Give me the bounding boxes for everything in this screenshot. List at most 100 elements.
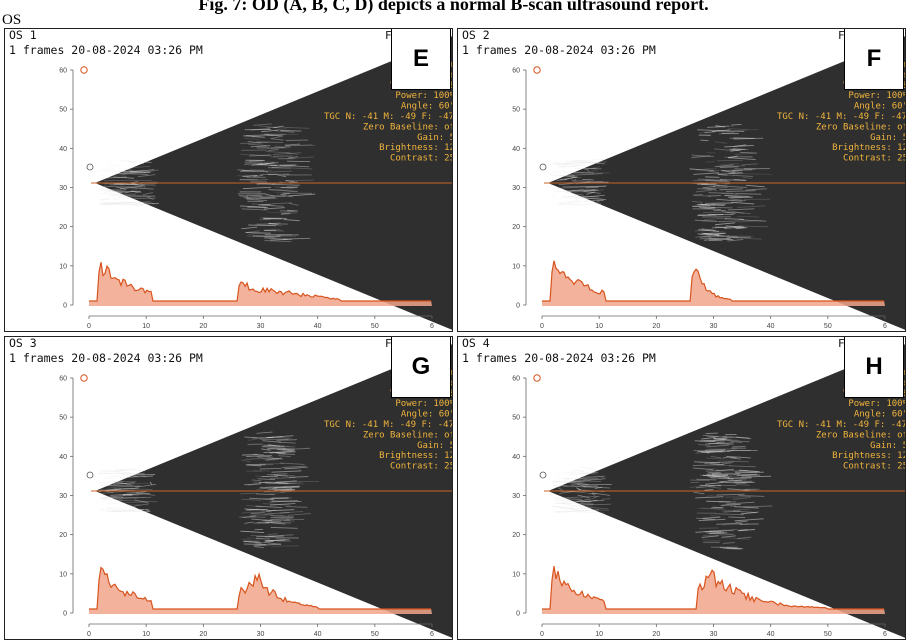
scan-setting: Contrast: 25	[390, 462, 453, 472]
x-tick-label: 10	[142, 631, 150, 638]
timer-icon	[80, 66, 88, 74]
scan-setting: Power: 100%	[395, 91, 453, 101]
y-tick-label: 50	[512, 415, 520, 422]
scan-id: OS 3	[9, 337, 37, 350]
x-tick-label: 0	[87, 631, 91, 638]
a-scan-trace	[542, 260, 885, 302]
frames-timestamp: 1 frames 20-08-2024 03:26 PM	[462, 43, 656, 57]
a-scan-fill	[89, 262, 432, 306]
y-tick-label: 60	[59, 68, 67, 75]
y-tick-label: 40	[512, 146, 520, 153]
y-tick-label: 30	[59, 493, 67, 500]
x-tick-label: 30	[710, 631, 718, 638]
probe-marker	[86, 163, 94, 171]
y-tick-label: 0	[63, 303, 67, 310]
x-tick-label: 10	[595, 323, 603, 330]
panel-letter-badge: E	[391, 29, 451, 90]
y-tick-label: 20	[512, 532, 520, 539]
scan-setting: Gain: 5	[870, 441, 906, 451]
y-tick-label: 60	[59, 376, 67, 383]
y-tick-label: 50	[59, 415, 67, 422]
timer-icon	[80, 374, 88, 382]
x-tick-label: 40	[767, 631, 775, 638]
x-tick-label: 0	[87, 323, 91, 330]
corner-tag: F	[385, 337, 392, 350]
x-tick-label: 50	[371, 631, 379, 638]
scan-setting: Contrast: 25	[390, 154, 453, 164]
x-tick-label: 0	[540, 631, 544, 638]
scan-setting: Angle: 60°	[401, 102, 453, 112]
panel-letter-badge: H	[844, 337, 904, 398]
y-tick-label: 40	[59, 454, 67, 461]
y-tick-label: 50	[512, 107, 520, 114]
scan-setting: Power: 100%	[395, 399, 453, 409]
echo-pattern	[97, 431, 319, 549]
a-scan-trace	[89, 262, 432, 302]
timer-icon	[533, 66, 541, 74]
timer-icon	[533, 374, 541, 382]
scan-setting: Gain: 5	[417, 133, 453, 143]
y-tick-label: 20	[59, 224, 67, 231]
scan-setting: Angle: 60°	[854, 410, 906, 420]
probe-marker	[539, 471, 547, 479]
y-tick-label: 10	[512, 571, 520, 578]
corner-tag: F	[385, 29, 392, 42]
x-tick-label: 50	[824, 323, 832, 330]
figure-caption: Fig. 7: OD (A, B, C, D) depicts a normal…	[198, 0, 709, 14]
probe-marker	[86, 471, 94, 479]
frames-timestamp: 1 frames 20-08-2024 03:26 PM	[462, 351, 656, 365]
probe-marker	[539, 163, 547, 171]
scan-setting: Brightness: 12	[379, 451, 453, 461]
x-tick-label: 40	[314, 323, 322, 330]
y-tick-label: 20	[512, 224, 520, 231]
y-tick-label: 30	[59, 185, 67, 192]
scan-id: OS 1	[9, 29, 37, 42]
panel-letter-badge: G	[391, 337, 451, 398]
x-tick-label: 20	[652, 631, 660, 638]
y-tick-label: 0	[63, 611, 67, 618]
y-tick-label: 30	[512, 185, 520, 192]
x-tick-label: 10	[142, 323, 150, 330]
x-tick-label: 40	[314, 631, 322, 638]
y-tick-label: 40	[59, 146, 67, 153]
y-tick-label: 50	[59, 107, 67, 114]
x-tick-label: 6	[430, 323, 434, 330]
scan-setting: Angle: 60°	[401, 410, 453, 420]
x-tick-label: 6	[430, 631, 434, 638]
scan-setting: Power: 100%	[848, 399, 906, 409]
scan-setting: Zero Baseline: of	[816, 430, 906, 440]
corner-tag: F	[838, 29, 845, 42]
scan-setting: Brightness: 12	[379, 143, 453, 153]
y-tick-label: 40	[512, 454, 520, 461]
b-scan-display: 60 50 40 30 20 10 0 0 10 20 30 40 50 6 OS 31 frames 20…	[9, 337, 453, 638]
x-tick-label: 6	[883, 323, 887, 330]
scan-setting: Contrast: 25	[843, 154, 906, 164]
y-tick-label: 60	[512, 376, 520, 383]
scan-setting: Power: 100%	[848, 91, 906, 101]
scan-setting: Gain: 5	[417, 441, 453, 451]
x-tick-label: 50	[371, 323, 379, 330]
x-tick-label: 20	[199, 631, 207, 638]
x-tick-label: 20	[199, 323, 207, 330]
x-tick-label: 30	[257, 631, 265, 638]
a-scan-trace	[89, 566, 432, 610]
scan-setting: Zero Baseline: of	[363, 122, 453, 132]
scan-id: OS 4	[462, 337, 490, 350]
x-tick-label: 40	[767, 323, 775, 330]
b-scan-display: 60 50 40 30 20 10 0 0 10 20 30 40 50 6 OS 11 frames 20…	[9, 29, 453, 330]
y-tick-label: 0	[516, 303, 520, 310]
scan-setting: TGC N: -41 M: -49 F: -47	[324, 420, 453, 430]
corner-tag: F	[838, 337, 845, 350]
a-scan-fill	[542, 566, 885, 614]
y-tick-label: 0	[516, 611, 520, 618]
frames-timestamp: 1 frames 20-08-2024 03:26 PM	[9, 351, 203, 365]
y-tick-label: 20	[59, 532, 67, 539]
b-scan-display: 60 50 40 30 20 10 0 0 10 20 30 40 50 6 OS 21 frames 20…	[462, 29, 906, 330]
y-tick-label: 10	[512, 263, 520, 270]
frames-timestamp: 1 frames 20-08-2024 03:26 PM	[9, 43, 203, 57]
